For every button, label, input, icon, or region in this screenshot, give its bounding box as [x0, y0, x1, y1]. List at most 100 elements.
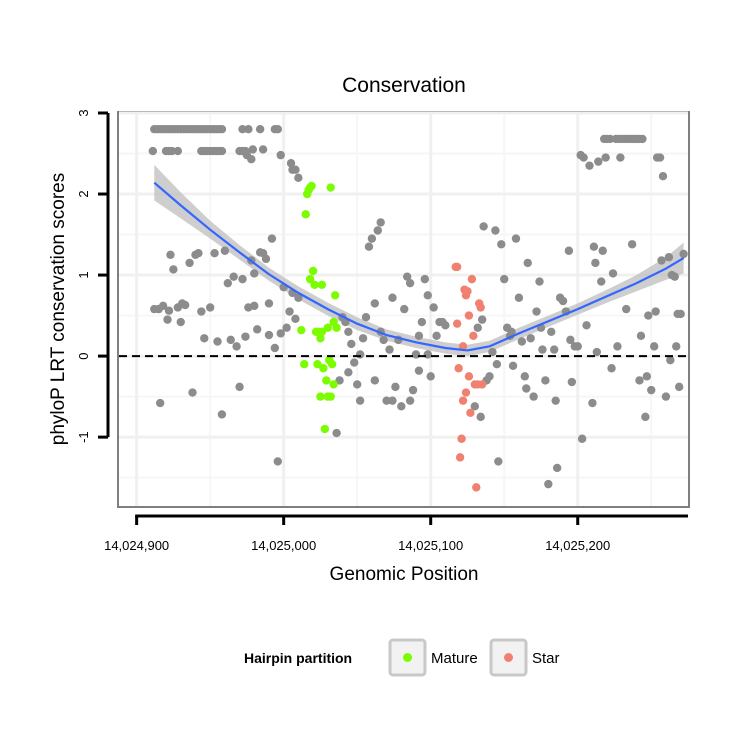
data-point-other	[473, 323, 482, 332]
legend-title: Hairpin partition	[244, 650, 352, 666]
legend-label-star: Star	[532, 650, 560, 667]
data-point-other	[364, 242, 374, 251]
data-point-other	[616, 153, 625, 162]
legend-label-mature: Mature	[431, 650, 478, 667]
data-point-other	[670, 272, 679, 281]
data-point-other	[241, 332, 250, 341]
series-mature	[297, 181, 341, 434]
data-point-other	[347, 339, 356, 349]
data-point-other	[494, 457, 503, 466]
data-point-other	[185, 258, 194, 268]
data-point-other	[488, 347, 497, 357]
data-point-other	[588, 398, 597, 408]
data-point-other	[672, 342, 681, 351]
y-axis-label: phyloP LRT conservation scores	[48, 173, 69, 446]
data-point-other	[270, 343, 280, 353]
data-point-other	[658, 172, 668, 181]
data-point-other	[197, 307, 206, 316]
data-point-mature	[300, 359, 309, 369]
data-point-star	[469, 331, 478, 341]
data-point-other	[608, 269, 618, 278]
data-point-other	[597, 277, 606, 286]
data-point-other	[167, 146, 177, 156]
data-point-other	[400, 304, 409, 314]
data-point-mature	[330, 291, 340, 300]
data-point-other	[476, 412, 485, 422]
data-point-other	[657, 256, 666, 265]
data-point-other	[507, 327, 516, 336]
data-point-other	[382, 396, 391, 405]
data-point-other	[589, 242, 599, 251]
data-point-mature	[317, 327, 327, 336]
data-point-star	[477, 380, 487, 389]
data-point-star	[463, 287, 472, 296]
data-point-other	[526, 334, 535, 343]
y-tick-label: 3	[76, 109, 91, 116]
data-point-other	[598, 246, 607, 255]
data-point-mature	[322, 376, 331, 385]
data-point-mature	[310, 280, 319, 289]
data-point-other	[332, 428, 341, 438]
x-axis: 14,024,900 14,025,000 14,025,100 14,025,200	[104, 514, 688, 553]
data-point-other	[213, 337, 222, 346]
data-point-other	[414, 331, 424, 341]
y-tick-label: 0	[76, 352, 91, 359]
data-point-other	[558, 296, 568, 306]
data-point-other	[485, 372, 494, 381]
data-point-other	[635, 376, 644, 385]
data-point-star	[458, 396, 468, 405]
legend-item-star: Star	[489, 638, 560, 677]
data-point-mature	[320, 424, 330, 434]
data-point-other	[674, 382, 684, 392]
data-point-other	[291, 314, 300, 324]
data-point-other	[388, 396, 397, 405]
x-tick-label: 14,024,900	[104, 538, 169, 553]
data-point-other	[164, 306, 174, 315]
data-point-other	[291, 165, 300, 174]
data-point-other	[261, 254, 271, 264]
data-point-star	[452, 319, 462, 328]
data-point-other	[385, 345, 394, 354]
data-point-other	[567, 377, 577, 387]
data-point-other	[344, 327, 353, 336]
data-point-other	[649, 342, 659, 351]
data-point-other	[361, 312, 371, 322]
y-axis: -1 0 1 2 3	[76, 109, 110, 443]
data-point-other	[414, 366, 424, 375]
data-point-mature	[326, 183, 335, 192]
data-point-other	[411, 350, 421, 359]
data-point-other	[226, 335, 235, 345]
data-point-other	[591, 258, 600, 268]
data-point-other	[417, 317, 427, 327]
data-point-other	[492, 359, 502, 369]
data-point-other	[426, 372, 435, 381]
data-point-other	[514, 293, 524, 302]
y-tick-label: -1	[76, 431, 91, 443]
data-point-other	[258, 145, 268, 154]
data-point-other	[370, 299, 380, 308]
data-point-other	[522, 384, 531, 393]
data-point-other	[470, 402, 480, 411]
chart-title: Conservation	[342, 74, 466, 97]
data-point-other	[622, 304, 631, 314]
data-point-other	[594, 157, 603, 166]
data-point-star	[464, 372, 474, 381]
data-point-other	[666, 355, 675, 365]
data-point-other	[500, 274, 509, 284]
data-point-star	[461, 388, 471, 397]
data-point-other	[477, 315, 487, 324]
data-point-other	[235, 382, 244, 392]
y-tick-label: 1	[76, 271, 91, 278]
data-point-other	[344, 368, 353, 377]
data-point-mature	[329, 317, 338, 327]
data-point-other	[169, 265, 178, 274]
data-point-other	[566, 335, 575, 345]
legend: Hairpin partition Mature Star	[244, 638, 560, 677]
series-star	[451, 262, 487, 492]
data-point-other	[352, 380, 362, 389]
data-point-other	[250, 301, 259, 311]
data-point-other	[367, 234, 377, 243]
data-point-other	[636, 331, 646, 341]
y-tick-label: 2	[76, 190, 91, 197]
